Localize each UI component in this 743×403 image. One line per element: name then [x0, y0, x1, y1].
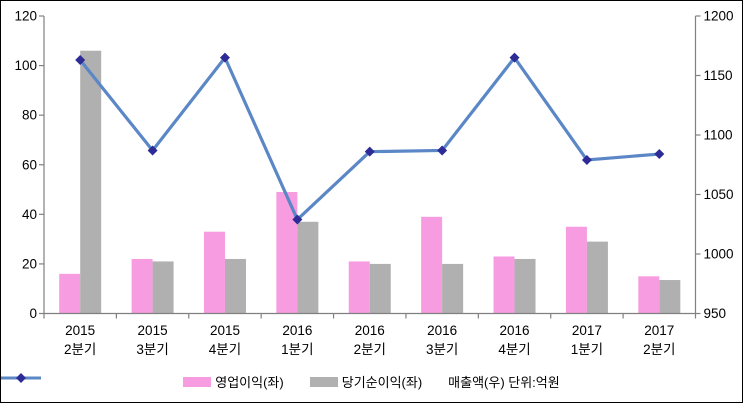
legend-bar-swatch: [309, 376, 338, 387]
legend-item-0: 영업이익(좌): [183, 372, 284, 391]
x-axis-label-year-4: 2016: [355, 323, 385, 338]
bar-net-profit-2: [224, 258, 246, 314]
y-axis-right-tick-label: 1000: [704, 247, 734, 262]
legend-label-1: 당기순이익(좌): [341, 375, 423, 390]
legend-label-0: 영업이익(좌): [215, 375, 284, 390]
x-axis-label-year-1: 2015: [138, 323, 168, 338]
bar-series-group: [59, 50, 681, 314]
bar-operating-profit-0: [59, 273, 81, 314]
x-axis-label-year-8: 2017: [644, 323, 674, 338]
bar-net-profit-0: [80, 50, 102, 314]
bar-net-profit-7: [586, 241, 608, 314]
legend-item-2: 매출액(우) 단위:억원: [1, 372, 560, 391]
x-axis-label-year-2: 2015: [210, 323, 240, 338]
legend-label-2: 매출액(우) 단위:억원: [448, 375, 560, 390]
y-axis-left-tick-label: 0: [29, 306, 37, 321]
x-axis-label-quarter-7: 1분기: [571, 342, 603, 357]
x-axis-label-year-5: 2016: [427, 323, 457, 338]
bar-operating-profit-4: [348, 261, 370, 314]
bar-operating-profit-8: [638, 276, 660, 314]
x-axis-label-year-7: 2017: [572, 323, 602, 338]
revenue-marker-6: [509, 52, 520, 63]
y-axis-left-tick-label: 40: [22, 207, 37, 222]
y-axis-right-tick-label: 1150: [704, 68, 733, 83]
revenue-marker-7: [581, 154, 592, 165]
x-axis-label-quarter-6: 4분기: [498, 342, 530, 357]
revenue-marker-3: [292, 214, 303, 225]
legend-diamond-icon: [16, 373, 26, 383]
y-axis-left-tick-label: 60: [22, 157, 37, 172]
legend-bar-swatch: [183, 376, 212, 387]
x-axis-label-quarter-8: 2분기: [643, 342, 675, 357]
bar-net-profit-8: [659, 280, 681, 314]
y-axis-left-tick-label: 20: [22, 256, 37, 271]
bar-net-profit-5: [442, 263, 464, 314]
legend-line-swatch: [1, 373, 41, 383]
x-axis-label-quarter-1: 3분기: [136, 342, 168, 357]
x-axis-label-quarter-0: 2분기: [64, 342, 96, 357]
revenue-marker-2: [219, 52, 230, 63]
y-axis-left-tick-label: 120: [14, 9, 37, 24]
legend-item-1: 당기순이익(좌): [309, 372, 423, 391]
revenue-marker-0: [75, 55, 86, 66]
revenue-marker-8: [654, 149, 665, 160]
y-axis-right-tick-label: 1200: [704, 9, 734, 24]
x-axis-label-quarter-3: 1분기: [281, 342, 313, 357]
bar-operating-profit-5: [421, 216, 443, 314]
revenue-marker-5: [437, 145, 448, 156]
x-axis-label-year-0: 2015: [65, 323, 95, 338]
bar-operating-profit-2: [203, 231, 225, 314]
y-axis-right-tick-label: 1050: [704, 187, 734, 202]
y-axis-right-tick-label: 1100: [704, 128, 733, 143]
bar-operating-profit-1: [131, 258, 153, 314]
y-axis-left-tick-label: 100: [14, 58, 37, 73]
revenue-line: [78, 54, 660, 223]
bar-net-profit-1: [152, 261, 174, 314]
axes-group: [39, 15, 701, 319]
chart-legend: 영업이익(좌) 당기순이익(좌) 매출액(우) 단위:억원: [1, 372, 742, 391]
bar-net-profit-6: [514, 258, 536, 314]
x-axis-label-quarter-2: 4분기: [209, 342, 241, 357]
bar-net-profit-4: [369, 263, 391, 314]
x-axis-label-year-6: 2016: [500, 323, 530, 338]
y-axis-right-tick-label: 950: [704, 306, 727, 321]
bar-operating-profit-7: [565, 226, 587, 314]
bar-operating-profit-3: [276, 192, 298, 314]
revenue-marker-1: [147, 145, 158, 156]
x-axis-label-year-3: 2016: [282, 323, 312, 338]
y-axis-left-tick-label: 80: [22, 108, 37, 123]
bar-net-profit-3: [297, 221, 319, 314]
x-axis-label-quarter-5: 3분기: [426, 342, 458, 357]
bar-operating-profit-6: [493, 256, 515, 314]
x-axis-label-quarter-4: 2분기: [354, 342, 386, 357]
revenue-marker-4: [364, 146, 375, 157]
